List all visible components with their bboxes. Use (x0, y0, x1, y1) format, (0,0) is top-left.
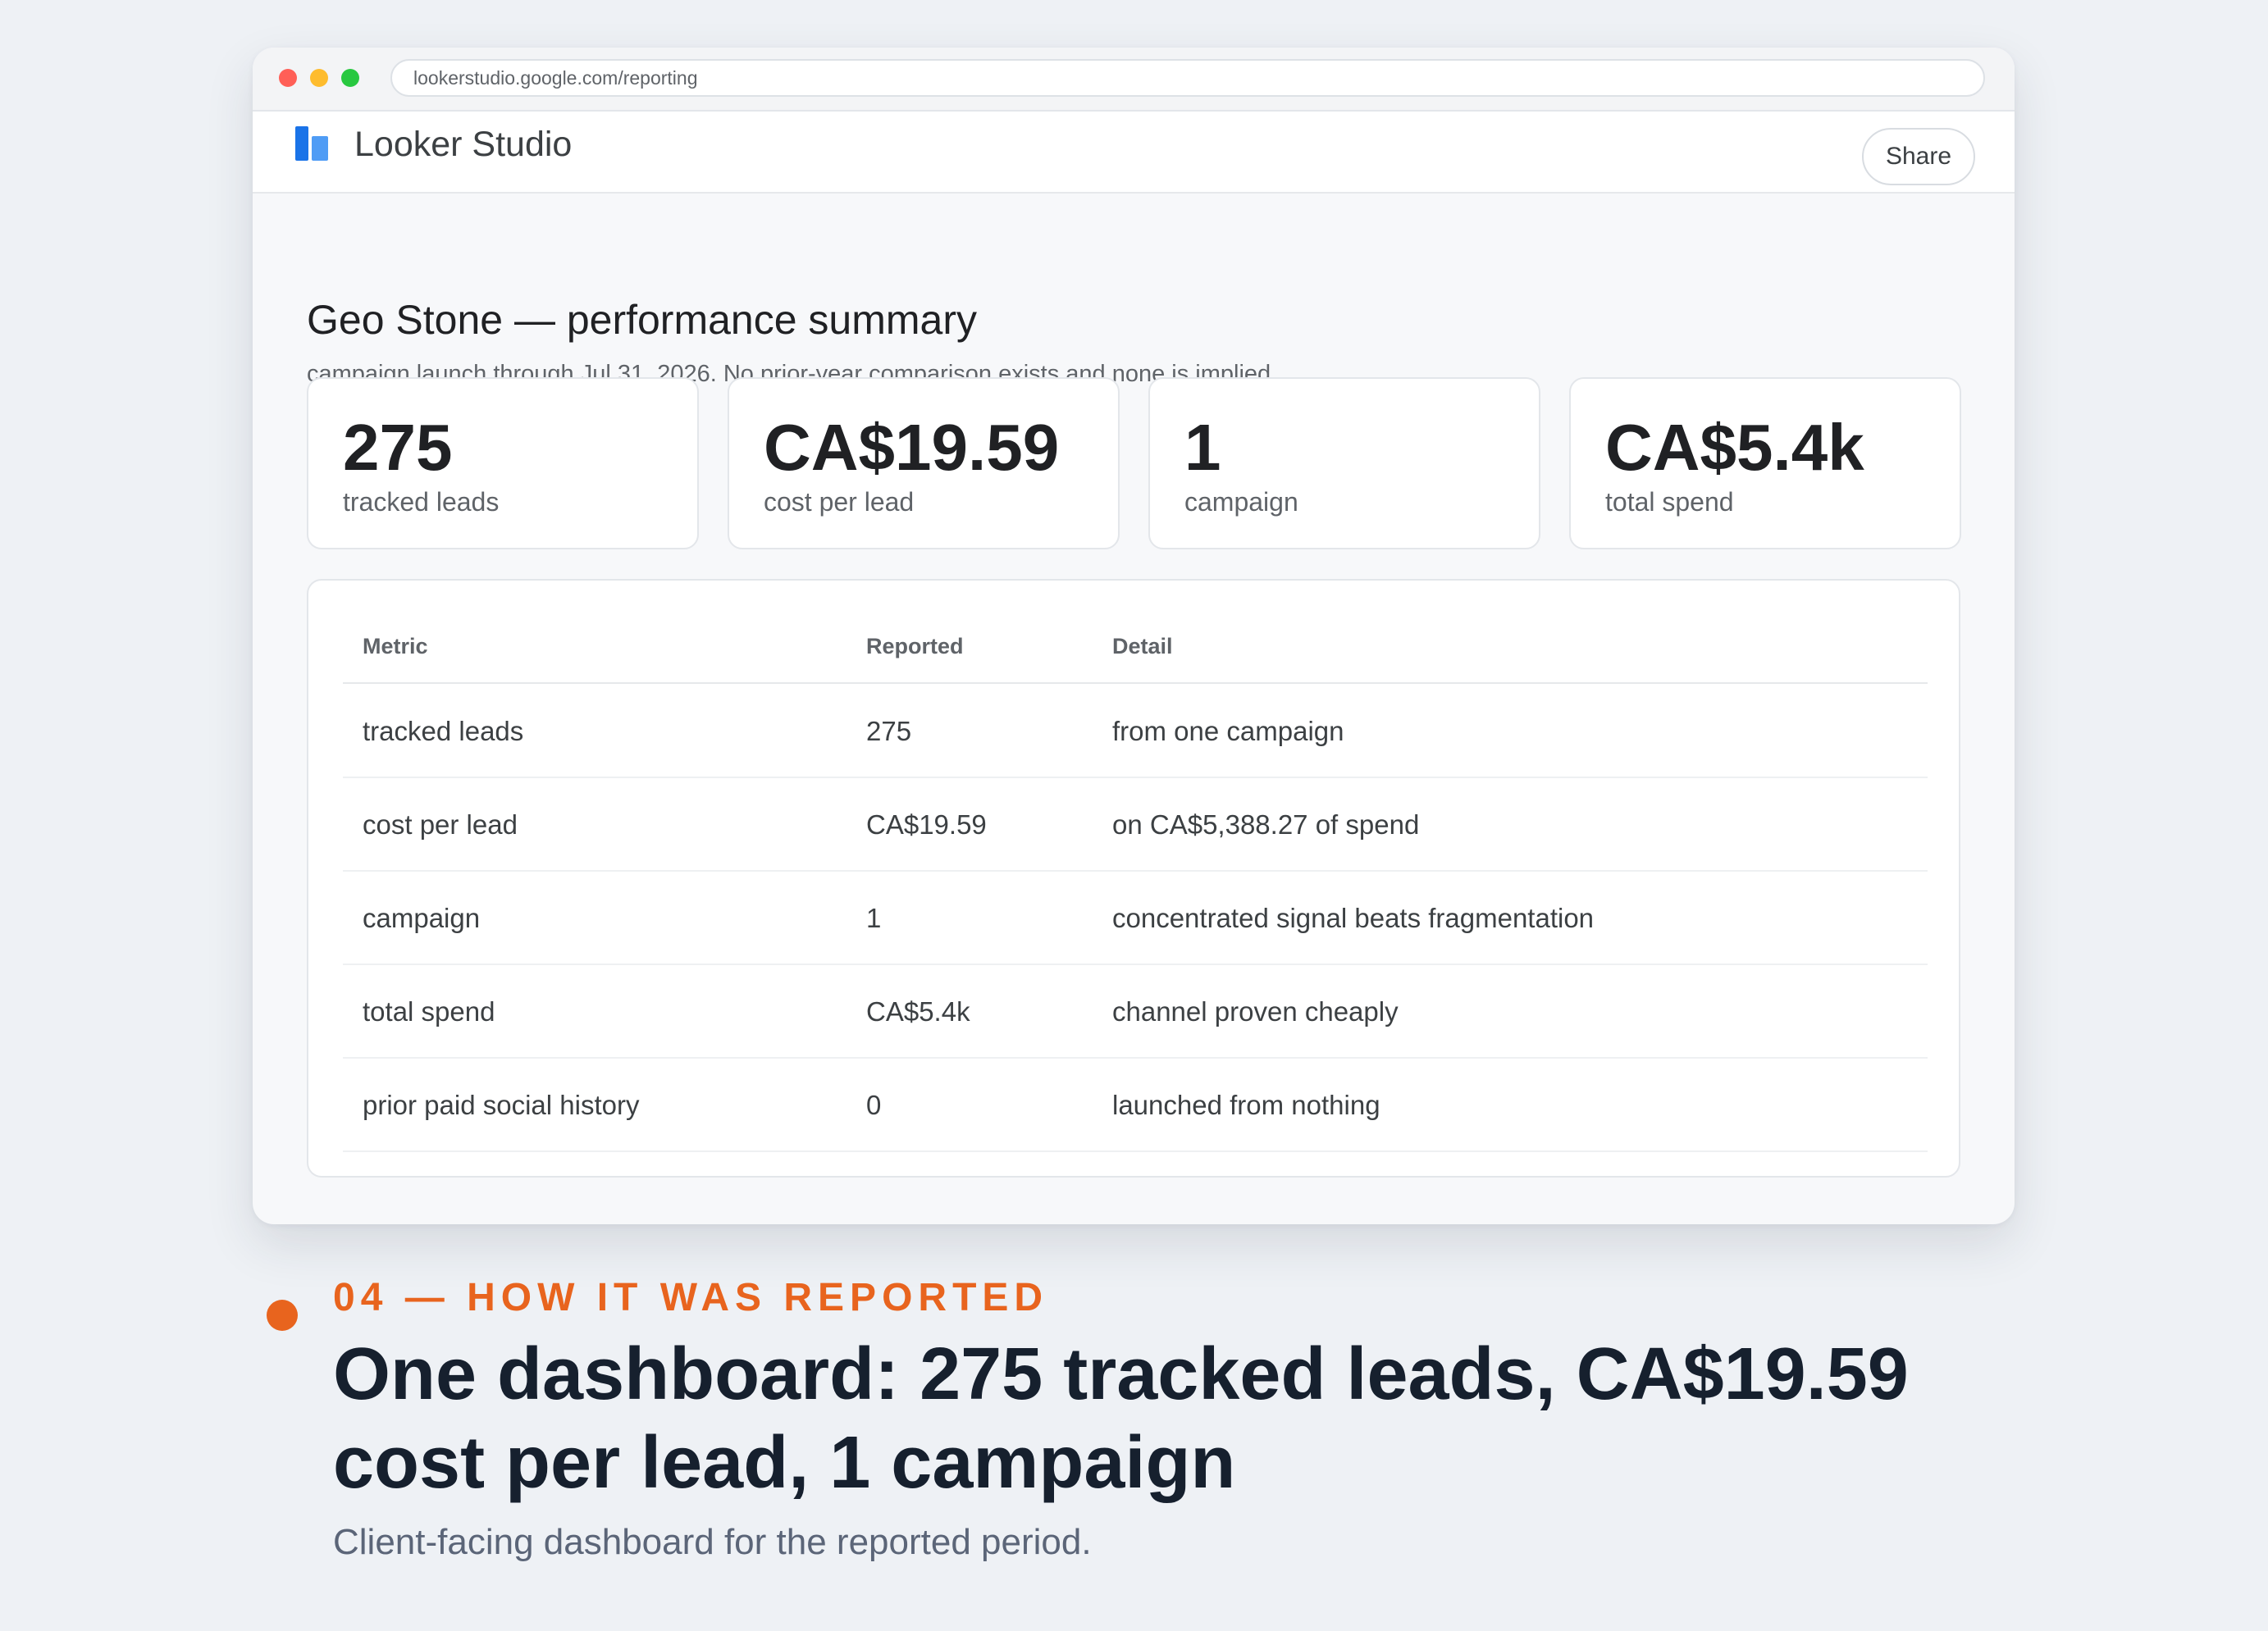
table-cell-reported: CA$19.59 (866, 809, 987, 840)
share-button[interactable]: Share (1862, 128, 1975, 185)
table-cell-detail: concentrated signal beats fragmentation (1112, 903, 1595, 933)
table-cell-reported: 1 (866, 903, 882, 933)
caption-headline: One dashboard: 275 tracked leads, CA$19.… (333, 1333, 1909, 1504)
kpi-label: total spend (1605, 487, 1734, 517)
table-header: Metric Reported Detail (343, 613, 1928, 684)
kpi-value: 1 (1184, 411, 1221, 484)
table-cell-reported: 0 (866, 1090, 882, 1120)
table-row: cost per lead CA$19.59 on CA$5,388.27 of… (343, 777, 1928, 872)
column-header-metric: Metric (363, 634, 428, 658)
address-bar[interactable]: lookerstudio.google.com/reporting (390, 59, 1985, 97)
table-cell-reported: CA$5.4k (866, 996, 970, 1027)
kpi-card-cost-per-lead: CA$19.59 cost per lead (728, 377, 1120, 549)
table-cell-detail: channel proven cheaply (1112, 996, 1399, 1027)
section-eyebrow: 04 — HOW IT WAS REPORTED (333, 1276, 1049, 1319)
browser-chrome: lookerstudio.google.com/reporting (253, 48, 2015, 112)
app-title: Looker Studio (354, 125, 573, 164)
column-header-detail: Detail (1112, 634, 1173, 658)
kpi-card-total-spend: CA$5.4k total spend (1569, 377, 1961, 549)
table-cell-metric: tracked leads (363, 716, 524, 746)
table-row: tracked leads 275 from one campaign (343, 684, 1928, 778)
table-row: total spend CA$5.4k channel proven cheap… (343, 964, 1928, 1059)
browser-window: lookerstudio.google.com/reporting Looker… (253, 48, 2015, 1224)
kpi-label: cost per lead (764, 487, 915, 517)
table-cell-metric: campaign (363, 903, 481, 933)
report-title: Geo Stone — performance summary (307, 297, 977, 343)
kpi-label: campaign (1184, 487, 1298, 517)
table-row: campaign 1 concentrated signal beats fra… (343, 871, 1928, 965)
kpi-value: CA$5.4k (1605, 411, 1864, 484)
kpi-label: tracked leads (343, 487, 500, 517)
table-cell-detail: from one campaign (1112, 716, 1344, 746)
table-row: prior paid social history 0 launched fro… (343, 1058, 1928, 1152)
kpi-card-campaign: 1 campaign (1148, 377, 1540, 549)
column-header-reported: Reported (866, 634, 964, 658)
table-cell-metric: prior paid social history (363, 1090, 640, 1120)
bullet-dot-icon (267, 1300, 298, 1331)
kpi-value: 275 (343, 411, 453, 484)
table-cell-metric: cost per lead (363, 809, 518, 840)
table-cell-detail: launched from nothing (1112, 1090, 1380, 1120)
table-cell-reported: 275 (866, 716, 912, 746)
close-window-button[interactable] (279, 69, 297, 87)
kpi-card-tracked-leads: 275 tracked leads (307, 377, 699, 549)
app-header (253, 112, 2015, 194)
maximize-window-button[interactable] (341, 69, 359, 87)
table-cell-metric: total spend (363, 996, 495, 1027)
kpi-value: CA$19.59 (764, 411, 1060, 484)
metrics-table: Metric Reported Detail tracked leads 275… (307, 579, 1960, 1178)
table-cell-detail: on CA$5,388.27 of spend (1112, 809, 1420, 840)
minimize-window-button[interactable] (310, 69, 328, 87)
caption-description: Client-facing dashboard for the reported… (333, 1522, 1092, 1562)
